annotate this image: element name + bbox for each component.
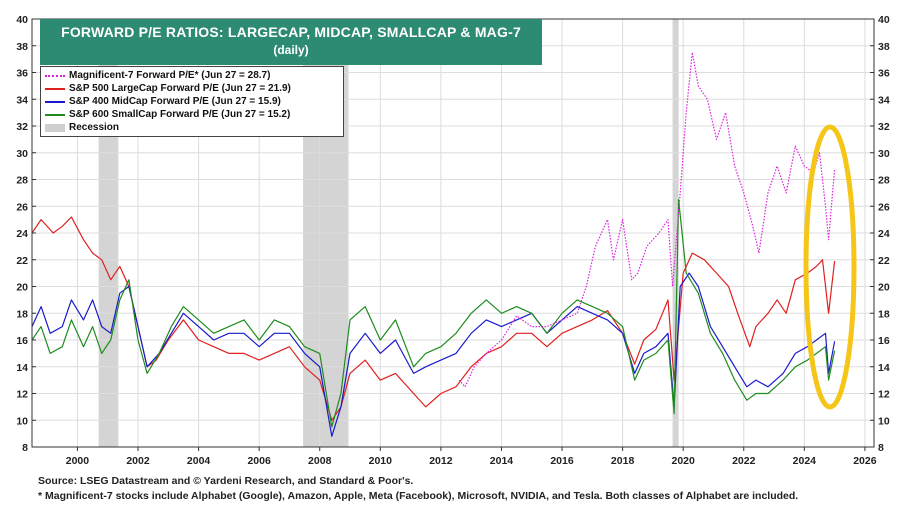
legend-swatch-sp500 [45, 87, 65, 90]
y-tick-left-12: 12 [16, 389, 28, 401]
legend-label-recession: Recession [69, 122, 120, 133]
source-notes: Source: LSEG Datastream and © Yardeni Re… [38, 474, 798, 504]
x-tick-2014: 2014 [490, 455, 514, 467]
y-tick-right-28: 28 [878, 175, 890, 187]
y-tick-right-38: 38 [878, 41, 890, 53]
chart-title: FORWARD P/E RATIOS: LARGECAP, MIDCAP, SM… [61, 24, 521, 40]
chart-subtitle: (daily) [273, 43, 309, 57]
y-tick-left-8: 8 [22, 442, 28, 454]
series-line-3 [31, 199, 836, 428]
y-tick-left-16: 16 [16, 335, 28, 347]
legend-label-sp500: S&P 500 LargeCap Forward P/E (Jun 27 = 2… [69, 83, 291, 94]
x-tick-2020: 2020 [672, 455, 696, 467]
y-tick-left-14: 14 [16, 362, 28, 374]
y-tick-right-22: 22 [878, 255, 890, 267]
y-tick-right-30: 30 [878, 148, 890, 160]
x-tick-2010: 2010 [369, 455, 393, 467]
y-tick-right-26: 26 [878, 201, 890, 213]
y-tick-right-12: 12 [878, 389, 890, 401]
legend-swatch-sp400 [45, 100, 65, 103]
y-tick-left-20: 20 [16, 282, 28, 294]
y-tick-left-10: 10 [16, 415, 28, 427]
highlight-oval [803, 124, 857, 410]
legend-item-sp500: S&P 500 LargeCap Forward P/E (Jun 27 = 2… [45, 82, 339, 95]
y-tick-right-40: 40 [878, 14, 890, 26]
legend-item-sp600: S&P 600 SmallCap Forward P/E (Jun 27 = 1… [45, 108, 339, 121]
y-tick-left-28: 28 [16, 175, 28, 187]
series-line-0 [458, 51, 836, 388]
legend-item-recession: Recession [45, 121, 339, 134]
y-tick-left-40: 40 [16, 14, 28, 26]
series-line-1 [31, 216, 836, 421]
y-tick-left-30: 30 [16, 148, 28, 160]
legend-item-mag7: Magnificent-7 Forward P/E* (Jun 27 = 28.… [45, 69, 339, 82]
y-tick-right-14: 14 [878, 362, 890, 374]
y-tick-right-20: 20 [878, 282, 890, 294]
annotation-layer [803, 124, 857, 410]
legend-item-sp400: S&P 400 MidCap Forward P/E (Jun 27 = 15.… [45, 95, 339, 108]
y-tick-left-24: 24 [16, 228, 28, 240]
x-tick-2024: 2024 [793, 455, 817, 467]
x-tick-2018: 2018 [611, 455, 635, 467]
y-tick-right-10: 10 [878, 415, 890, 427]
legend-swatch-sp600 [45, 113, 65, 116]
chart-title-box: FORWARD P/E RATIOS: LARGECAP, MIDCAP, SM… [40, 19, 542, 65]
y-tick-left-36: 36 [16, 68, 28, 80]
y-tick-left-26: 26 [16, 201, 28, 213]
x-tick-2002: 2002 [126, 455, 150, 467]
y-tick-left-18: 18 [16, 308, 28, 320]
x-tick-2016: 2016 [550, 455, 574, 467]
x-tick-2026: 2026 [853, 455, 877, 467]
legend-swatch-mag7 [45, 74, 65, 77]
y-tick-right-16: 16 [878, 335, 890, 347]
legend-label-sp400: S&P 400 MidCap Forward P/E (Jun 27 = 15.… [69, 96, 281, 107]
y-tick-right-34: 34 [878, 94, 890, 106]
x-tick-2006: 2006 [247, 455, 271, 467]
footnote-line: * Magnificent-7 stocks include Alphabet … [38, 490, 799, 502]
x-tick-2004: 2004 [187, 455, 211, 467]
legend-swatch-recession [45, 123, 65, 132]
legend-label-mag7: Magnificent-7 Forward P/E* (Jun 27 = 28.… [69, 70, 271, 81]
y-tick-left-22: 22 [16, 255, 28, 267]
y-tick-right-18: 18 [878, 308, 890, 320]
x-tick-2000: 2000 [66, 455, 90, 467]
x-tick-2008: 2008 [308, 455, 332, 467]
y-tick-right-32: 32 [878, 121, 890, 133]
x-tick-2022: 2022 [732, 455, 756, 467]
legend-label-sp600: S&P 600 SmallCap Forward P/E (Jun 27 = 1… [69, 109, 291, 120]
y-tick-right-8: 8 [878, 442, 884, 454]
series-line-2 [31, 272, 836, 437]
y-tick-left-32: 32 [16, 121, 28, 133]
y-tick-right-36: 36 [878, 68, 890, 80]
series-lines [31, 51, 836, 437]
source-line: Source: LSEG Datastream and © Yardeni Re… [38, 475, 414, 487]
y-tick-right-24: 24 [878, 228, 890, 240]
y-tick-left-38: 38 [16, 41, 28, 53]
y-tick-left-34: 34 [16, 94, 28, 106]
x-tick-2012: 2012 [429, 455, 453, 467]
chart-legend: Magnificent-7 Forward P/E* (Jun 27 = 28.… [40, 66, 344, 137]
